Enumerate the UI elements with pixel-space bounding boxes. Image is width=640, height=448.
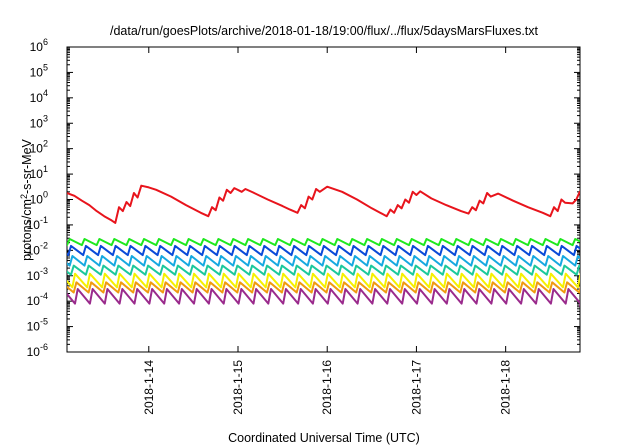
y-tick-label: 10-6 (27, 342, 48, 359)
series-line (67, 281, 580, 295)
chart-title: /data/run/goesPlots/archive/2018-01-18/1… (110, 24, 539, 38)
y-axis-label: protons/cm2-s-sr-MeV (19, 138, 34, 260)
y-tick-label: 103 (30, 113, 48, 130)
x-tick-label: 2018-1-16 (320, 360, 334, 415)
x-tick-label: 2018-1-18 (499, 360, 513, 415)
y-tick-label: 102 (30, 139, 48, 156)
series-line (67, 244, 580, 260)
x-axis-label: Coordinated Universal Time (UTC) (228, 431, 420, 445)
y-tick-label: 105 (30, 62, 48, 79)
x-tick-label: 2018-1-17 (409, 360, 423, 415)
axis-ticks: 10-6 10-5 10-4 10-3 10-2 10-1 100 101 102 103 104 1… (27, 37, 580, 415)
x-tick-label: 2018-1-14 (142, 360, 156, 415)
y-tick-label: 101 (30, 164, 48, 181)
y-tick-label: 10-5 (27, 317, 48, 334)
series-group (67, 184, 580, 307)
y-tick-label: 10-4 (27, 291, 48, 308)
y-tick-label: 106 (30, 37, 48, 54)
series-line (67, 264, 580, 277)
x-tick-label: 2018-1-15 (231, 360, 245, 415)
series-line (67, 238, 580, 249)
series-line (67, 272, 580, 289)
series-line (67, 184, 580, 224)
y-tick-label: 100 (30, 190, 48, 207)
y-tick-label: 10-2 (27, 240, 48, 257)
series-line (67, 255, 580, 269)
y-tick-label: 104 (30, 88, 48, 105)
y-tick-label: 10-3 (27, 266, 48, 283)
y-tick-label: 10-1 (27, 215, 48, 232)
series-line (67, 288, 580, 307)
plot-frame (66, 46, 581, 353)
